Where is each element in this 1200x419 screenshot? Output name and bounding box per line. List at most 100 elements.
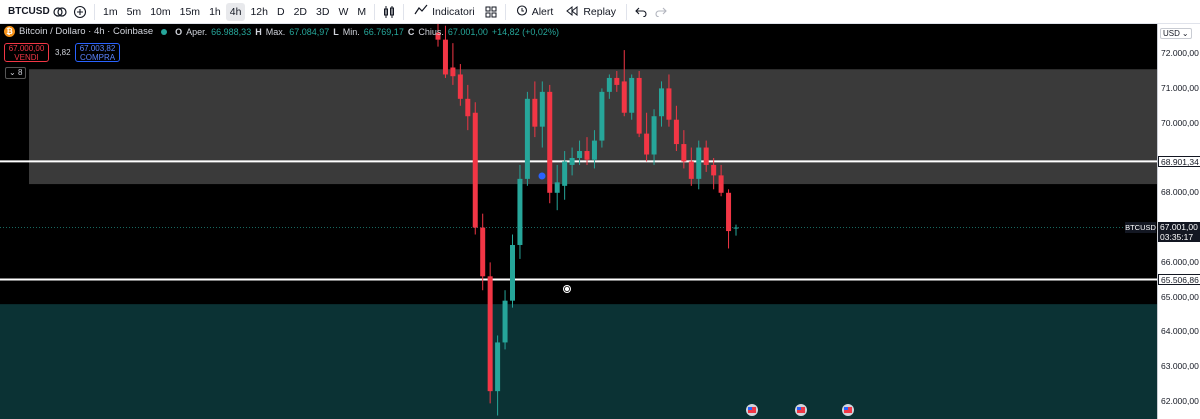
candle [614,70,620,92]
high-label: Max. [265,26,286,37]
candle [673,105,679,152]
candle-body [577,151,583,158]
timeframe-m[interactable]: M [357,5,367,18]
price-tick-label: 71.000,00 [1161,82,1199,93]
candle [569,147,575,176]
close-label: Chius. [418,26,444,37]
timeframe-10m[interactable]: 10m [150,5,171,18]
timeframe-1m[interactable]: 1m [103,5,118,18]
market-open-indicator [161,28,168,35]
us-flag-event-icon[interactable] [842,404,854,416]
current-price-tag: 67.001,00 03:35:17 [1158,222,1200,243]
open-key: O [175,26,183,37]
candle-body [510,244,515,301]
price-tick-label: 65.000,00 [1161,291,1199,302]
candle [733,224,739,236]
indicator-count-toggle[interactable]: ⌄ 8 [5,67,27,79]
currency-selector[interactable]: USD ⌄ [1160,28,1192,39]
upper-level-price-tag: 68.901,34 [1158,155,1200,167]
sell-button[interactable]: 67.000,00 VENDI [4,43,49,62]
buy-button[interactable]: 67.003,82 COMPRA [75,43,120,62]
candle-body [681,144,687,162]
timeframe-3d[interactable]: 3D [316,5,330,18]
candle [510,234,515,308]
buy-price: 67.003,82 [79,44,116,53]
change-value: +14,82 (+0,02%) [491,26,559,37]
low-label: Min. [342,26,360,37]
timeframe-2d[interactable]: 2D [293,5,307,18]
candle [591,130,597,169]
symbol-title[interactable]: Bitcoin / Dollaro · 4h · Coinbase [19,26,154,37]
toolbar-divider [504,3,506,20]
templates-icon[interactable] [481,2,501,22]
indicators-button[interactable]: Indicatori [408,2,481,22]
candle-body [733,227,739,229]
compare-icon[interactable] [50,2,70,22]
timeframe-12h[interactable]: 12h [250,5,268,18]
indicators-label: Indicatori [432,5,475,18]
candle [599,88,605,148]
price-chart[interactable] [0,24,1157,419]
timeframe-15m[interactable]: 15m [179,5,201,18]
candle-body [495,342,501,392]
candle [465,84,471,131]
candle-body [606,77,612,92]
chevron-down-icon: ⌄ [9,68,16,77]
candle-body [569,157,575,165]
timeframe-1h[interactable]: 1h [209,5,221,18]
redo-icon[interactable] [651,2,671,22]
bitcoin-logo-icon: ₿ [4,26,15,37]
candle [562,151,568,200]
sell-price: 67.000,00 [8,44,45,53]
candle-body [711,164,717,176]
sell-label: VENDI [14,52,39,62]
replay-button[interactable]: Replay [559,2,622,22]
symbol-search[interactable]: BTCUSD [2,2,50,22]
toolbar-divider [94,3,95,20]
timeframe-w[interactable]: W [338,5,349,18]
candle-body [524,98,530,179]
high-key: H [255,26,262,37]
alert-button[interactable]: Alert [510,2,560,22]
us-flag-event-icon[interactable] [746,404,758,416]
trade-panel: 67.000,00 VENDI 3,82 67.003,82 COMPRA [4,43,120,62]
timeframe-5m[interactable]: 5m [126,5,142,18]
candle [718,164,724,197]
timeframe-4h[interactable]: 4h [225,2,246,21]
resistance-zone [29,69,1157,185]
candle-body [591,140,597,160]
candle [457,64,463,106]
price-scale[interactable]: USD ⌄ 72.000,00 71.000,00 70.000,00 68.000,… [1157,24,1200,419]
symbol-label: BTCUSD [8,6,50,17]
alarm-clock-icon[interactable] [563,285,571,293]
candle [554,164,560,211]
high-value: 67.084,97 [289,26,330,37]
candle-body [502,300,508,343]
price-tick-label: 62.000,00 [1161,396,1199,407]
candle-body [457,74,463,99]
candle [681,130,687,169]
chart-legend: ₿ Bitcoin / Dollaro · 4h · Coinbase O Ap… [4,26,559,37]
indicators-icon [414,4,428,19]
timeframe-d[interactable]: D [276,5,285,18]
candle [696,140,702,190]
candle-body [666,88,672,120]
candle-body [673,119,679,145]
candles-layer [435,24,739,416]
lower-level-price-tag: 65.506,86 [1158,274,1200,286]
price-tick-label: 63.000,00 [1161,361,1199,372]
zones-layer [0,69,1157,419]
add-symbol-icon[interactable] [70,2,90,22]
candle-body [480,227,486,277]
candle-body [621,81,627,113]
candle-style-icon[interactable] [379,2,399,22]
candle [688,147,694,186]
drawing-anchor-icon[interactable] [538,172,546,180]
candle [651,109,657,165]
candle-body [614,77,620,85]
candle-body [644,133,650,155]
candle-body [465,98,471,117]
undo-icon[interactable] [631,2,651,22]
candle-body [636,77,642,134]
us-flag-event-icon[interactable] [795,404,807,416]
